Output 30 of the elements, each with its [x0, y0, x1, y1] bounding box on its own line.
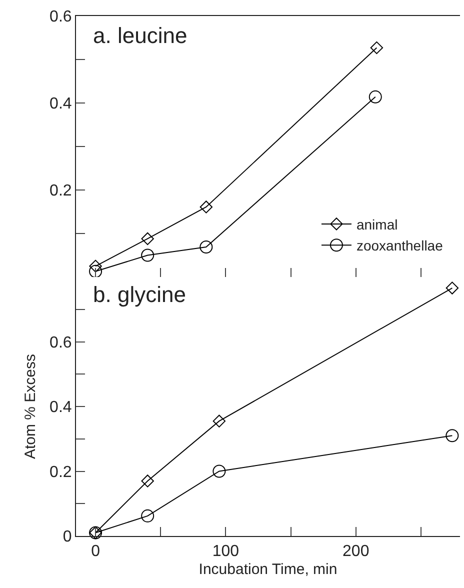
- point: [368, 90, 382, 104]
- legend-label: animal: [356, 216, 398, 232]
- point: [141, 232, 154, 246]
- chart-title: a. leucine: [93, 23, 188, 48]
- point: [200, 240, 213, 254]
- x-axis-title: Incubation Time, min: [198, 561, 338, 578]
- y-axis-title: Atom % Excess: [22, 354, 39, 460]
- point: [89, 264, 102, 277]
- point: [446, 282, 459, 294]
- point: [141, 474, 154, 488]
- point: [141, 509, 154, 522]
- x-tick-label: 100: [212, 543, 240, 560]
- chart-title: b. glycine: [93, 282, 186, 307]
- point: [89, 260, 102, 272]
- point: [141, 248, 154, 262]
- y-tick-label: 0.4: [50, 399, 72, 416]
- x-tick-label: 200: [342, 543, 370, 560]
- y-tick-label: 0: [62, 528, 72, 546]
- point: [370, 41, 384, 54]
- point: [212, 464, 226, 478]
- y-tick-label: 0.2: [50, 182, 72, 200]
- y-tick-label: 0.6: [50, 8, 72, 26]
- x-tick-label: 0: [91, 543, 100, 560]
- point: [212, 414, 226, 428]
- point: [446, 429, 459, 442]
- y-tick-label: 0.4: [50, 96, 72, 113]
- legend-label: zooxanthellae: [356, 238, 444, 254]
- point: [200, 200, 213, 214]
- y-tick-label: 0.2: [50, 464, 72, 481]
- y-tick-label: 0.6: [50, 334, 72, 352]
